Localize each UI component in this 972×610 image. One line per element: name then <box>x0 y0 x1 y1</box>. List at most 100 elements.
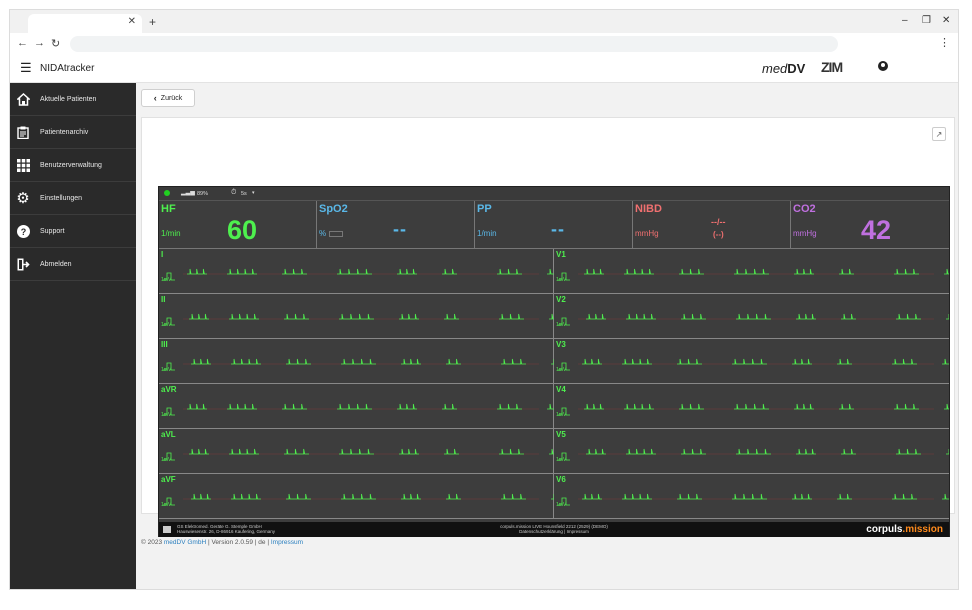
address-bar: ← → ↻ ⋮ <box>10 33 958 55</box>
meddv-logo: medDV <box>762 61 806 76</box>
monitor-status-bar: ▂▃▅ 89% ⏱ 5s ▾ <box>159 187 949 201</box>
sidebar-item-einstellungen[interactable]: ⚙ Einstellungen <box>10 182 136 215</box>
ecg-lead-i: I 1mV <box>159 249 554 294</box>
param-name: SpO2 <box>319 203 348 215</box>
new-tab-icon[interactable]: + <box>149 15 157 29</box>
param-unit: mmHg <box>635 229 659 238</box>
lead-label: aVR <box>161 385 177 394</box>
lead-label: V2 <box>556 295 566 304</box>
lead-scale: 1mV <box>556 322 567 328</box>
lead-label: II <box>161 295 166 304</box>
sidebar-item-abmelden[interactable]: Abmelden <box>10 248 136 281</box>
hamburger-menu-icon[interactable]: ☰ <box>20 60 32 75</box>
patient-monitor: ▂▃▅ 89% ⏱ 5s ▾ HF 1/min 60 SpO2 % -- <box>158 186 950 537</box>
footer-impressum-link[interactable]: Impressum <box>270 539 303 546</box>
browser-menu-icon[interactable]: ⋮ <box>939 37 950 49</box>
param-value-mean: (--) <box>713 230 724 239</box>
param-name: HF <box>161 203 176 215</box>
app-header: ☰ NIDAtracker medDV ZIM <box>10 55 958 83</box>
ecg-lead-v2: V2 1mV <box>554 294 949 339</box>
ecg-lead-ii: II 1mV <box>159 294 554 339</box>
lead-label: V4 <box>556 385 566 394</box>
param-pp: PP 1/min -- <box>475 201 633 249</box>
back-button[interactable]: ‹ Zurück <box>141 89 195 107</box>
chevron-down-icon[interactable]: ▾ <box>252 190 255 196</box>
spo2-bar-icon <box>329 231 343 237</box>
update-interval[interactable]: 5s <box>241 191 247 197</box>
main-content: ‹ Zurück ↗ ▂▃▅ 89% ⏱ 5s ▾ HF 1/min 60 <box>136 83 958 589</box>
ecg-lead-v1: V1 1mV <box>554 249 949 294</box>
manufacturer-address: Hauswiesenstr. 26, D-86916 Kaufering, Ge… <box>177 529 276 534</box>
param-nibd: NIBD mmHg --/-- (--) <box>633 201 791 249</box>
page-footer: © 2023 medDV GmbH | Version 2.0.59 | de … <box>141 539 303 546</box>
ecg-lead-grid: I 1mV V1 1mV II 1mV V2 1mV III 1mV V3 1mV aVR 1mV V4 1m… <box>159 249 949 522</box>
ecg-waveform <box>163 268 554 281</box>
lead-scale: 1mV <box>161 412 172 418</box>
window-close-icon[interactable]: ✕ <box>942 15 951 26</box>
lead-label: V5 <box>556 430 566 439</box>
minimize-icon[interactable]: – <box>902 15 908 26</box>
gear-icon: ⚙ <box>16 190 30 207</box>
param-unit: 1/min <box>477 229 497 238</box>
param-value: 60 <box>227 215 258 245</box>
lead-scale: 1mV <box>161 457 172 463</box>
ecg-waveform <box>163 313 554 326</box>
ecg-lead-avl: aVL 1mV <box>159 429 554 474</box>
maximize-icon[interactable]: ❐ <box>922 15 931 26</box>
lead-label: I <box>161 250 164 259</box>
param-spo2: SpO2 % -- <box>317 201 475 249</box>
param-name: PP <box>477 203 492 215</box>
sidebar-item-patientenarchiv[interactable]: Patientenarchiv <box>10 116 136 149</box>
monitor-card: ↗ ▂▃▅ 89% ⏱ 5s ▾ HF 1/min 60 SpO2 <box>141 117 955 537</box>
reload-icon[interactable]: ↻ <box>51 38 61 50</box>
lead-scale: 1mV <box>556 412 567 418</box>
signal-bars-icon: ▂▃▅ <box>181 190 195 196</box>
ecg-lead-v5: V5 1mV <box>554 429 949 474</box>
back-arrow-icon[interactable]: ← <box>17 37 28 49</box>
close-tab-icon[interactable]: ✕ <box>127 16 136 27</box>
param-unit: mmHg <box>793 229 817 238</box>
ecg-waveform <box>163 403 554 416</box>
corpuls-logo: corpuls.mission <box>866 524 943 535</box>
param-name: CO2 <box>793 203 816 215</box>
param-unit: % <box>319 229 327 238</box>
zim-logo: ZIM <box>821 59 843 75</box>
lead-label: V6 <box>556 475 566 484</box>
lead-label: aVF <box>161 475 176 484</box>
lead-scale: 1mV <box>556 277 567 283</box>
user-account-icon[interactable] <box>878 61 888 71</box>
back-button-label: Zurück <box>160 94 183 102</box>
footer-copyright: © 2023 <box>141 539 164 546</box>
ecg-waveform <box>558 313 949 326</box>
home-icon <box>16 92 30 106</box>
lead-scale: 1mV <box>556 502 567 508</box>
ecg-lead-avf: aVF 1mV <box>159 474 554 519</box>
help-icon: ? <box>16 224 30 238</box>
sidebar-item-support[interactable]: ? Support <box>10 215 136 248</box>
footer-company-link[interactable]: medDV GmbH <box>163 539 207 546</box>
browser-window: ✕ + – ❐ ✕ ← → ↻ ⋮ ☰ NIDAtracker medDV ZI… <box>9 9 959 590</box>
connection-status-icon <box>164 190 170 196</box>
app-title: NIDAtracker <box>40 63 95 74</box>
monitor-footer-links[interactable]: Datenschutzerklärung | Impressum <box>519 529 589 534</box>
ecg-lead-avr: aVR 1mV <box>159 384 554 429</box>
param-co2: CO2 mmHg 42 <box>791 201 949 249</box>
lead-scale: 1mV <box>556 457 567 463</box>
param-hf: HF 1/min 60 <box>159 201 317 249</box>
url-input[interactable] <box>70 36 838 52</box>
chevron-left-icon: ‹ <box>153 93 157 103</box>
signal-strength: 89% <box>197 191 209 197</box>
svg-text:?: ? <box>20 227 26 237</box>
sidebar-item-label: Abmelden <box>40 260 72 268</box>
browser-tab[interactable]: ✕ <box>28 14 142 33</box>
ecg-lead-v3: V3 1mV <box>554 339 949 384</box>
lead-label: V1 <box>556 250 566 259</box>
ecg-waveform <box>558 268 949 281</box>
sidebar-item-label: Benutzerverwaltung <box>40 161 102 169</box>
footer-version: | Version 2.0.59 | de | <box>206 539 271 546</box>
sidebar-item-benutzerverwaltung[interactable]: Benutzerverwaltung <box>10 149 136 182</box>
forward-arrow-icon[interactable]: → <box>34 37 45 49</box>
lead-label: V3 <box>556 340 566 349</box>
sidebar-item-aktuelle-patienten[interactable]: Aktuelle Patienten <box>10 83 136 116</box>
external-link-icon[interactable]: ↗ <box>932 127 946 141</box>
